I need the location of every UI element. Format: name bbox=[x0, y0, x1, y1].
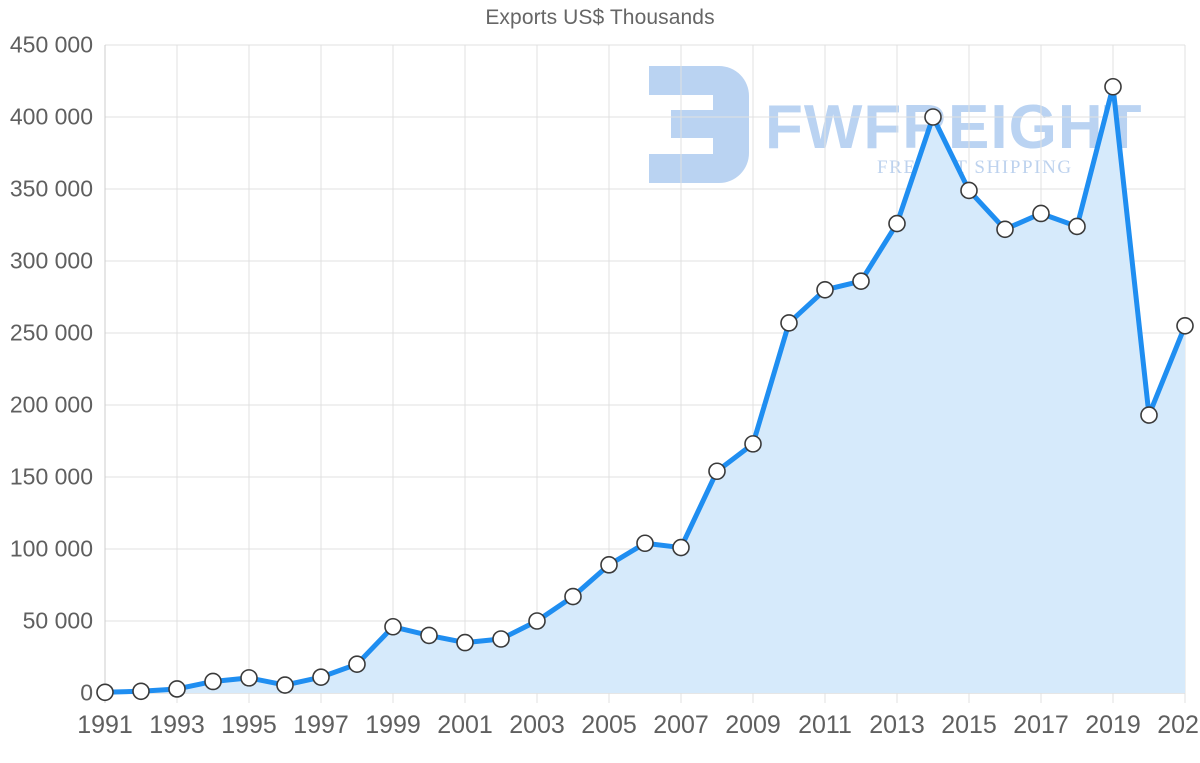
y-axis-tick-label: 0 bbox=[80, 679, 93, 706]
x-axis-tick-label: 2005 bbox=[581, 711, 637, 739]
data-point-marker[interactable] bbox=[600, 556, 618, 574]
x-axis-tick-label: 2003 bbox=[509, 711, 565, 739]
series-area-fill bbox=[105, 86, 1185, 693]
x-axis-tick-label: 2007 bbox=[653, 711, 709, 739]
data-point-marker[interactable] bbox=[456, 633, 474, 652]
data-point-marker[interactable] bbox=[1032, 204, 1050, 223]
y-axis-tick-label: 150 000 bbox=[9, 463, 93, 490]
data-point-marker[interactable] bbox=[1176, 316, 1194, 335]
x-axis-tick-label: 2013 bbox=[869, 711, 925, 739]
y-axis-tick-label: 50 000 bbox=[22, 607, 93, 634]
data-point-marker[interactable] bbox=[636, 534, 654, 553]
x-axis-tick-label: 2011 bbox=[798, 711, 852, 739]
data-point-marker[interactable] bbox=[996, 220, 1014, 239]
data-point-marker[interactable] bbox=[672, 538, 690, 557]
data-point-marker[interactable] bbox=[276, 676, 294, 694]
x-axis-tick-label: 1999 bbox=[365, 711, 421, 739]
x-axis-tick-label: 1995 bbox=[221, 711, 277, 739]
data-point-marker[interactable] bbox=[708, 462, 726, 481]
data-point-marker[interactable] bbox=[1068, 217, 1086, 236]
x-axis-tick-label: 2001 bbox=[437, 711, 493, 739]
data-point-marker[interactable] bbox=[528, 612, 546, 630]
data-point-marker[interactable] bbox=[816, 280, 834, 299]
data-point-marker[interactable] bbox=[204, 672, 222, 691]
data-point-marker[interactable] bbox=[96, 683, 114, 702]
x-axis-tick-label: 1991 bbox=[77, 711, 133, 739]
data-point-marker[interactable] bbox=[240, 669, 258, 687]
y-axis-tick-label: 450 000 bbox=[9, 31, 93, 58]
data-point-marker[interactable] bbox=[168, 680, 186, 698]
y-axis-tick-label: 200 000 bbox=[9, 391, 93, 418]
x-axis-tick-label: 2019 bbox=[1085, 711, 1141, 739]
series-markers bbox=[96, 77, 1194, 702]
x-axis-tick-label: 1997 bbox=[293, 711, 349, 739]
y-axis-tick-label: 100 000 bbox=[9, 535, 93, 562]
y-axis-tick-label: 400 000 bbox=[9, 103, 93, 130]
data-point-marker[interactable] bbox=[780, 314, 798, 332]
chart-title: Exports US$ Thousands bbox=[485, 6, 715, 29]
x-axis-tick-label: 2021 bbox=[1157, 711, 1200, 739]
data-point-marker[interactable] bbox=[960, 181, 978, 200]
x-axis-tick-label: 2017 bbox=[1013, 711, 1069, 739]
y-axis-tick-label: 350 000 bbox=[9, 175, 93, 202]
data-point-marker[interactable] bbox=[384, 617, 402, 636]
x-axis-tick-label: 2015 bbox=[941, 711, 997, 739]
data-point-marker[interactable] bbox=[1140, 406, 1158, 424]
y-axis-tick-label: 250 000 bbox=[9, 319, 93, 346]
data-point-marker[interactable] bbox=[132, 682, 150, 701]
data-point-marker[interactable] bbox=[852, 272, 870, 290]
data-point-marker[interactable] bbox=[564, 587, 582, 606]
data-point-marker[interactable] bbox=[348, 655, 366, 674]
y-axis-tick-label: 300 000 bbox=[9, 247, 93, 274]
data-point-marker[interactable] bbox=[924, 108, 942, 126]
data-point-marker[interactable] bbox=[1104, 77, 1122, 96]
data-point-marker[interactable] bbox=[744, 435, 762, 453]
x-axis-tick-label: 1993 bbox=[149, 711, 205, 739]
data-point-marker[interactable] bbox=[312, 668, 330, 686]
data-point-marker[interactable] bbox=[420, 626, 438, 645]
x-axis-tick-label: 2009 bbox=[725, 711, 781, 739]
data-point-marker[interactable] bbox=[888, 214, 906, 233]
data-point-marker[interactable] bbox=[492, 630, 510, 648]
